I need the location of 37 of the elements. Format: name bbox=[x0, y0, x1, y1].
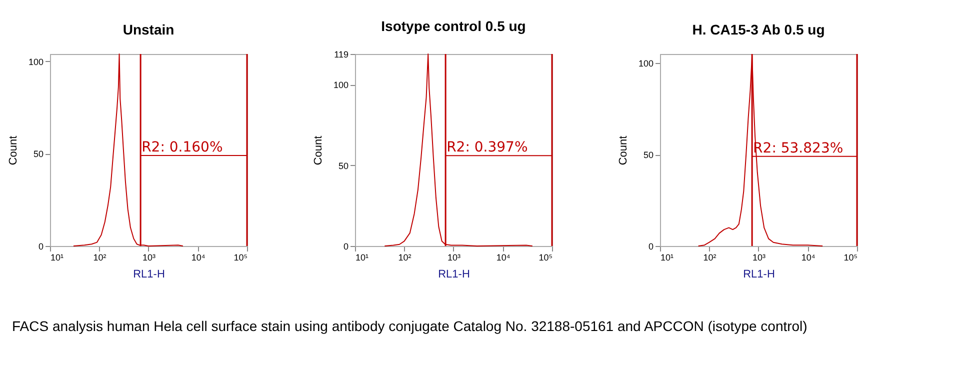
y-axis-title: Count bbox=[7, 136, 20, 166]
y-tick-label: 0 bbox=[648, 242, 654, 252]
y-axis-title: Count bbox=[617, 136, 630, 166]
x-tick-label: 10⁴ bbox=[191, 252, 206, 262]
y-tick-label: 50 bbox=[33, 149, 44, 160]
chart-title: Unstain bbox=[122, 21, 174, 38]
x-tick-label: 10⁵ bbox=[538, 252, 553, 262]
x-tick-label: 10⁴ bbox=[496, 252, 510, 262]
annotation: R2: 0.160% bbox=[142, 140, 223, 156]
text: FACS analysis human Hela cell surface stain using antibody conjugate Catalog No. 32188-05161 and APCCON (isotype control) bbox=[12, 318, 808, 334]
x-tick-label: 10⁵ bbox=[234, 252, 248, 262]
x-axis-title: RL1-H bbox=[133, 268, 165, 280]
y-tick-label: 119 bbox=[334, 50, 348, 60]
y-tick-label: 100 bbox=[638, 58, 654, 69]
chart-title: Isotype control 0.5 ug bbox=[381, 18, 526, 34]
y-axis-title: Count bbox=[312, 136, 324, 166]
x-tick-label: 10¹ bbox=[50, 252, 64, 262]
y-tick-label: 100 bbox=[333, 80, 348, 90]
x-tick-label: 10⁴ bbox=[801, 252, 816, 262]
x-tick-label: 10² bbox=[93, 252, 106, 262]
y-tick-label: 0 bbox=[38, 242, 44, 252]
y-tick-label: 0 bbox=[343, 242, 348, 252]
x-axis-title: RL1-H bbox=[743, 268, 775, 280]
y-tick-label: 50 bbox=[643, 150, 654, 160]
chart-title: H. CA15-3 Ab 0.5 ug bbox=[692, 21, 825, 38]
x-tick-label: 10³ bbox=[447, 252, 461, 262]
x-tick-label: 10¹ bbox=[660, 252, 674, 262]
x-tick-label: 10² bbox=[703, 252, 716, 262]
x-tick-label: 10¹ bbox=[356, 252, 369, 262]
x-tick-label: 10² bbox=[398, 252, 412, 262]
annotation: R2: 0.397% bbox=[446, 140, 528, 156]
x-tick-label: 10³ bbox=[142, 252, 156, 262]
x-tick-label: 10⁵ bbox=[844, 252, 858, 262]
x-tick-label: 10³ bbox=[752, 252, 766, 262]
x-axis-title: RL1-H bbox=[438, 268, 470, 280]
y-tick-label: 100 bbox=[28, 56, 44, 67]
y-tick-label: 50 bbox=[338, 160, 348, 171]
